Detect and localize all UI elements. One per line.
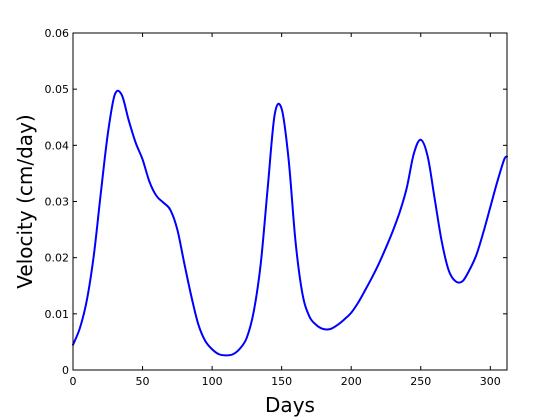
y-tick-label: 0.05 <box>45 83 70 96</box>
x-tick-label: 50 <box>136 375 150 388</box>
velocity-series-line <box>72 89 508 357</box>
series-layer <box>72 89 508 357</box>
y-tick-label: 0.03 <box>45 196 70 209</box>
x-tick-label: 100 <box>202 375 223 388</box>
x-tick-label: 300 <box>480 375 501 388</box>
y-tick-label: 0.02 <box>45 252 70 265</box>
y-tick-label: 0 <box>62 364 69 377</box>
y-axis-title: Velocity (cm/day) <box>13 114 37 288</box>
x-tick-label: 250 <box>410 375 431 388</box>
x-tick-label: 200 <box>341 375 362 388</box>
ticks-layer: 0 50 100 150 200 250 300 0 0.01 0.02 0.03 0.04 0.05 0… <box>45 27 507 388</box>
y-tick-label: 0.04 <box>45 139 70 152</box>
plot-area <box>73 33 507 370</box>
x-tick-label: 150 <box>271 375 292 388</box>
x-axis-title: Days <box>265 393 315 417</box>
y-tick-label: 0.06 <box>45 27 70 40</box>
y-tick-label: 0.01 <box>45 308 70 321</box>
x-tick-label: 0 <box>70 375 77 388</box>
